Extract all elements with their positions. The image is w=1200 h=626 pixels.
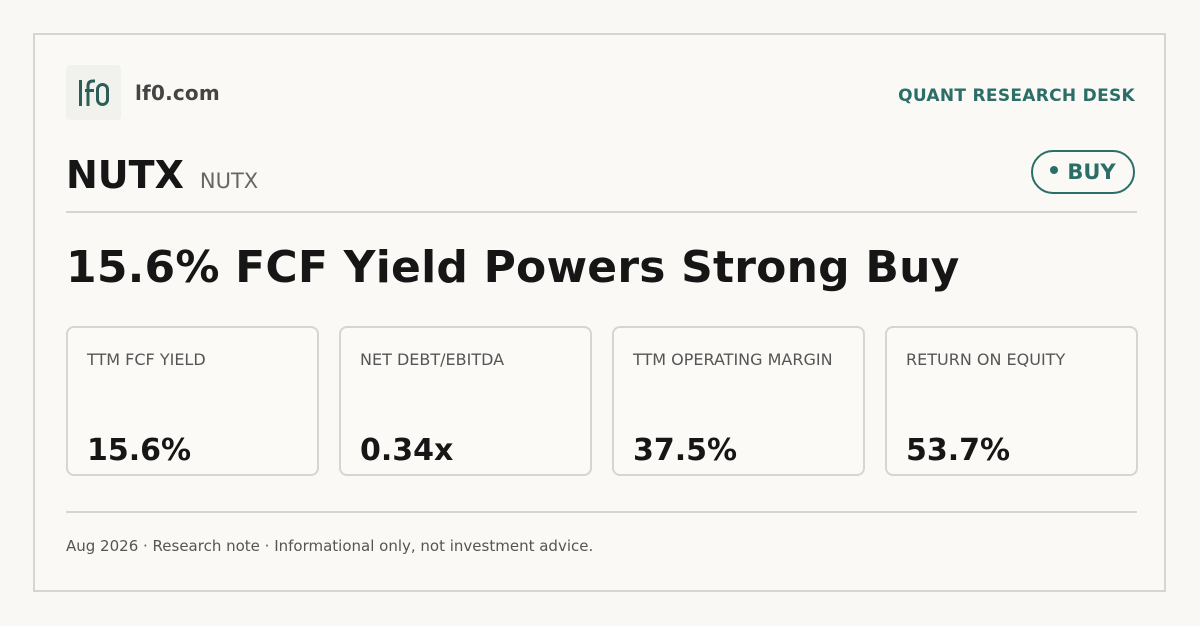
ticker-name: NUTX [199,169,259,193]
desk-label: QUANT RESEARCH DESK [898,86,1135,106]
metric-card: NET DEBT/EBITDA 0.34x [339,326,592,476]
lf0-logo-icon [78,79,109,106]
rating-dot-icon [1050,166,1059,174]
logo [66,65,121,120]
metric-card: RETURN ON EQUITY 53.7% [885,326,1138,476]
metric-label: TTM OPERATING MARGIN [633,350,833,369]
rating-badge: BUY [1031,150,1135,194]
headline: 15.6% FCF Yield Powers Strong Buy [66,242,960,293]
metric-label: TTM FCF YIELD [87,350,206,369]
divider-top [66,211,1137,213]
metric-label: NET DEBT/EBITDA [360,350,505,369]
metric-label: RETURN ON EQUITY [906,350,1066,369]
ticker-symbol: NUTX [66,153,184,197]
brand-domain: lf0.com [135,80,220,105]
metric-card: TTM FCF YIELD 15.6% [66,326,319,476]
metric-value: 37.5% [633,433,738,468]
metric-card: TTM OPERATING MARGIN 37.5% [612,326,865,476]
metric-value: 0.34x [360,433,454,468]
footer-disclaimer: Aug 2026 · Research note · Informational… [66,537,594,555]
metric-value: 53.7% [906,433,1011,468]
ticker-row: NUTX NUTX [66,153,258,197]
metric-value: 15.6% [87,433,192,468]
divider-bottom [66,511,1137,513]
brand: lf0.com [66,65,220,120]
metrics-row: TTM FCF YIELD 15.6% NET DEBT/EBITDA 0.34… [66,326,1138,476]
rating-label: BUY [1067,160,1116,184]
research-card: lf0.com QUANT RESEARCH DESK NUTX NUTX BU… [33,33,1166,592]
